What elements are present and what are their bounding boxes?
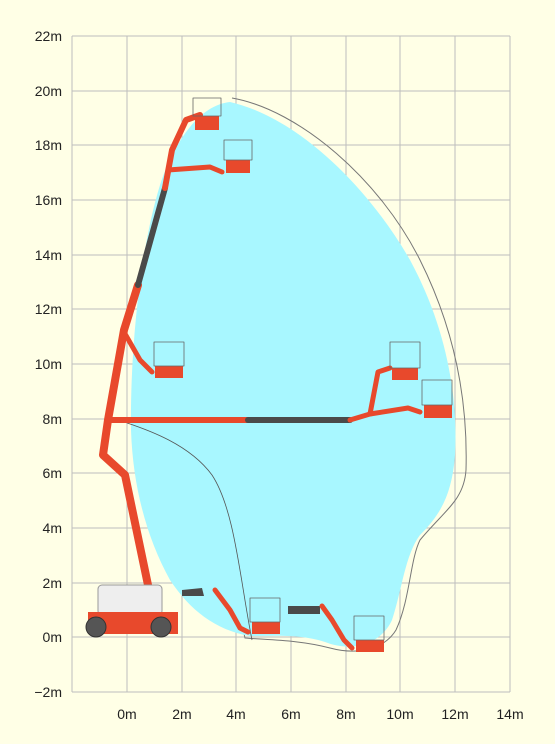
x-tick-label: 12m — [441, 706, 468, 722]
y-tick-label: 20m — [35, 83, 62, 99]
wheel — [150, 616, 172, 638]
y-tick-label: 0m — [43, 629, 62, 645]
boom-telescope — [135, 185, 168, 288]
y-tick-label: 16m — [35, 192, 62, 208]
x-tick-label: 2m — [172, 706, 191, 722]
machine-chassis — [85, 584, 178, 638]
jib-extended — [165, 164, 225, 175]
chassis-body — [97, 584, 163, 616]
basket — [356, 640, 384, 652]
x-tick-label: 6m — [281, 706, 300, 722]
boom-mid-height — [121, 329, 183, 378]
wheel — [85, 616, 107, 638]
inner-reach-line — [117, 419, 253, 641]
jib-level — [367, 405, 423, 417]
basket — [155, 366, 183, 378]
boom-max-height — [99, 112, 250, 589]
y-tick-label: 4m — [43, 520, 62, 536]
y-tick-label: 10m — [35, 356, 62, 372]
x-tick-label: 4m — [226, 706, 245, 722]
boom-jib — [121, 329, 155, 375]
boom-tip — [347, 411, 373, 423]
basket-rails — [153, 97, 453, 641]
y-tick-label: −2m — [34, 684, 62, 700]
x-tick-label: 0m — [117, 706, 136, 722]
basket — [252, 622, 280, 634]
y-tick-label: 8m — [43, 411, 62, 427]
boom-jib — [212, 587, 251, 635]
boom-lower-stub — [182, 588, 204, 596]
y-axis: 22m 20m 18m 16m 14m 12m 10m 8m 6m 4m 2m … — [34, 28, 62, 700]
basket — [392, 368, 418, 380]
x-tick-label: 8m — [336, 706, 355, 722]
basket — [424, 405, 452, 418]
y-tick-label: 2m — [43, 575, 62, 591]
x-tick-label: 14m — [496, 706, 523, 722]
boom-lower-section — [99, 281, 152, 589]
boom-lower-stub — [288, 606, 320, 614]
x-axis: 0m 2m 4m 6m 8m 10m 12m 14m — [117, 706, 523, 722]
y-tick-label: 18m — [35, 137, 62, 153]
boom-configurations — [99, 97, 453, 652]
reach-envelope — [130, 102, 456, 647]
basket — [195, 116, 219, 130]
jib-up — [367, 365, 393, 417]
y-tick-label: 14m — [35, 247, 62, 263]
y-tick-label: 22m — [35, 28, 62, 44]
y-tick-label: 12m — [35, 301, 62, 317]
boom-max-outreach — [105, 365, 452, 423]
y-tick-label: 6m — [43, 465, 62, 481]
basket — [226, 160, 250, 173]
x-tick-label: 10m — [386, 706, 413, 722]
boom-low-reach — [182, 587, 384, 652]
boom-jib — [319, 603, 355, 651]
